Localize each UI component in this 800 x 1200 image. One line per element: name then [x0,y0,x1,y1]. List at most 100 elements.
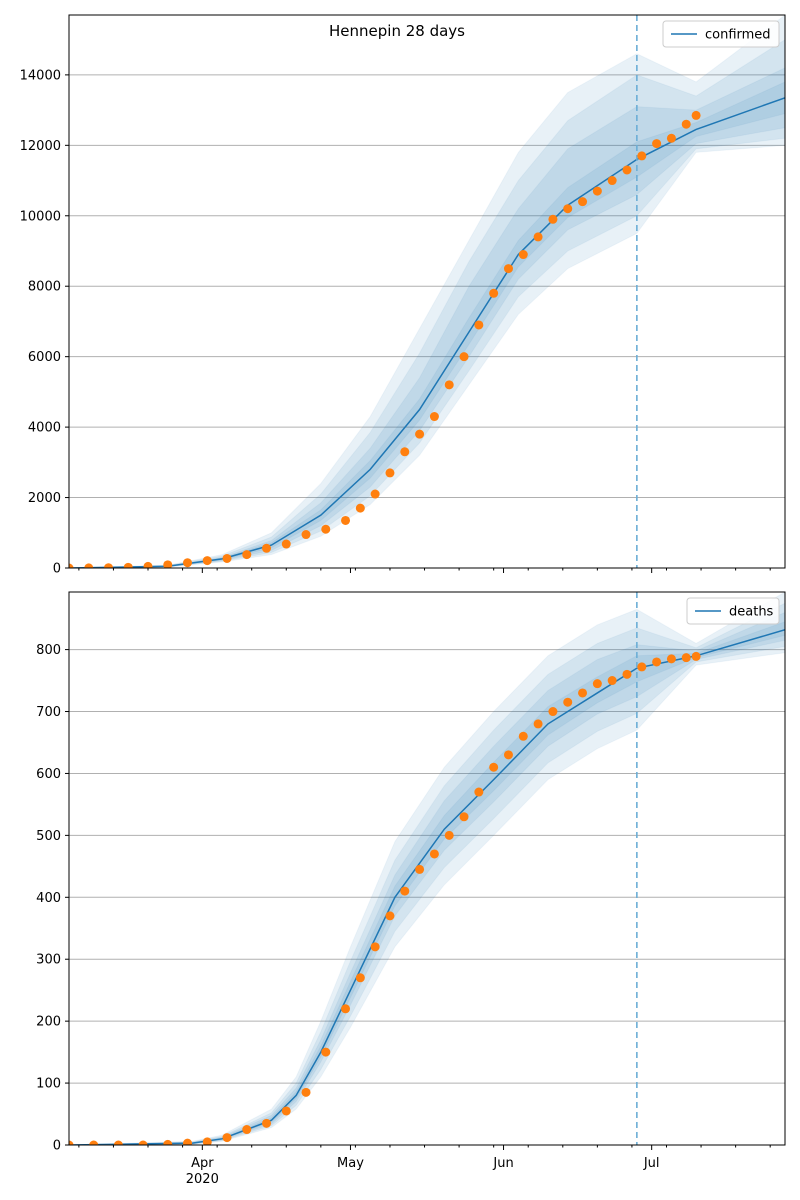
observed-point [123,562,133,568]
observed-point [183,1138,193,1145]
observed-point [652,139,662,149]
observed-point [563,204,573,214]
y-tick-label: 2000 [28,491,61,506]
observed-point [202,1137,212,1145]
y-tick-label: 100 [36,1077,61,1092]
observed-point [370,489,380,499]
observed-point [637,662,647,672]
observed-point [622,165,632,175]
observed-point [400,447,410,457]
legend-box [686,597,780,625]
observed-point [385,911,395,921]
uncertainty-band [69,39,785,568]
observed-point [548,214,558,224]
observed-point [281,539,291,549]
observed-point [607,176,617,186]
observed-point [429,849,439,859]
observed-point [533,719,543,729]
observed-point [444,380,454,390]
observed-point [138,1140,148,1145]
observed-point [489,762,499,772]
legend-label: confirmed [705,28,771,43]
observed-point [637,151,647,161]
y-axis-ticks: 0 100 200 300 400 500 600 700 800 [36,643,69,1154]
x-tick-label: Jun [492,1156,513,1171]
observed-point [321,524,331,534]
x-axis-ticks [78,568,771,573]
observed-point [104,563,114,568]
observed-point [666,654,676,664]
observed-point [652,657,662,667]
legend-label: deaths [729,605,774,620]
axes-frame [68,591,786,1146]
observed-point [262,1118,272,1128]
y-tick-label: 400 [36,891,61,906]
observed-point [533,232,543,242]
y-axis-ticks: 0 2000 4000 6000 8000 10000 12000 14000 [20,68,69,577]
x-tick-label: Jul [643,1156,660,1171]
observed-point [183,558,193,568]
x-tick-label: May [337,1156,364,1171]
uncertainty-band [69,81,785,568]
uncertainty-band [69,592,785,1145]
observed-point [607,676,617,686]
chart-title: Hennepin 28 days [329,22,465,40]
observed-point [355,973,365,983]
observed-point [518,731,528,741]
y-gridlines [69,74,785,569]
uncertainty-band [69,602,785,1145]
observed-point [415,864,425,874]
y-tick-label: 10000 [20,209,61,224]
y-tick-label: 14000 [20,68,61,83]
observed-point [578,197,588,207]
uncertainty-band [69,67,785,568]
observed-point [691,110,701,120]
observed-point [622,669,632,679]
observed-point [301,1087,311,1097]
uncertainty-bands [69,592,785,1145]
observed-point [163,1139,173,1145]
observed-point [459,352,469,362]
legend: deaths [686,597,780,625]
y-tick-label: 0 [53,1139,61,1154]
observed-point [563,697,573,707]
observed-point [222,1133,232,1143]
observed-point [429,412,439,422]
observed-point [592,679,602,689]
legend: confirmed [662,20,780,48]
observed-point [691,651,701,661]
y-tick-label: 6000 [28,350,61,365]
x-tick-sublabel: 2020 [186,1172,219,1187]
y-tick-label: 800 [36,643,61,658]
y-tick-label: 200 [36,1015,61,1030]
observed-point [222,553,232,563]
y-tick-label: 600 [36,767,61,782]
observed-point [400,886,410,896]
confirmed-chart-panel: 0 2000 4000 6000 8000 10000 12000 14000 Hennepin… [20,14,786,577]
legend-box [662,20,780,48]
y-tick-label: 4000 [28,421,61,436]
observed-point [143,561,153,568]
observed-point [281,1106,291,1116]
uncertainty-band [69,621,785,1145]
y-tick-label: 8000 [28,280,61,295]
x-tick-label: Apr [191,1156,214,1171]
observed-point [666,133,676,143]
uncertainty-band [69,611,785,1145]
observed-point [474,320,484,330]
observed-point [489,288,499,298]
observed-point [242,1125,252,1135]
axes-frame [68,14,786,569]
observed-point [242,550,252,560]
observed-point [113,1140,123,1145]
observed-point [474,787,484,797]
observed-point [355,503,365,513]
observed-points [69,651,701,1145]
observed-point [89,1140,99,1145]
y-tick-label: 500 [36,829,61,844]
observed-point [681,653,691,663]
observed-point [503,750,513,760]
observed-point [69,563,74,568]
